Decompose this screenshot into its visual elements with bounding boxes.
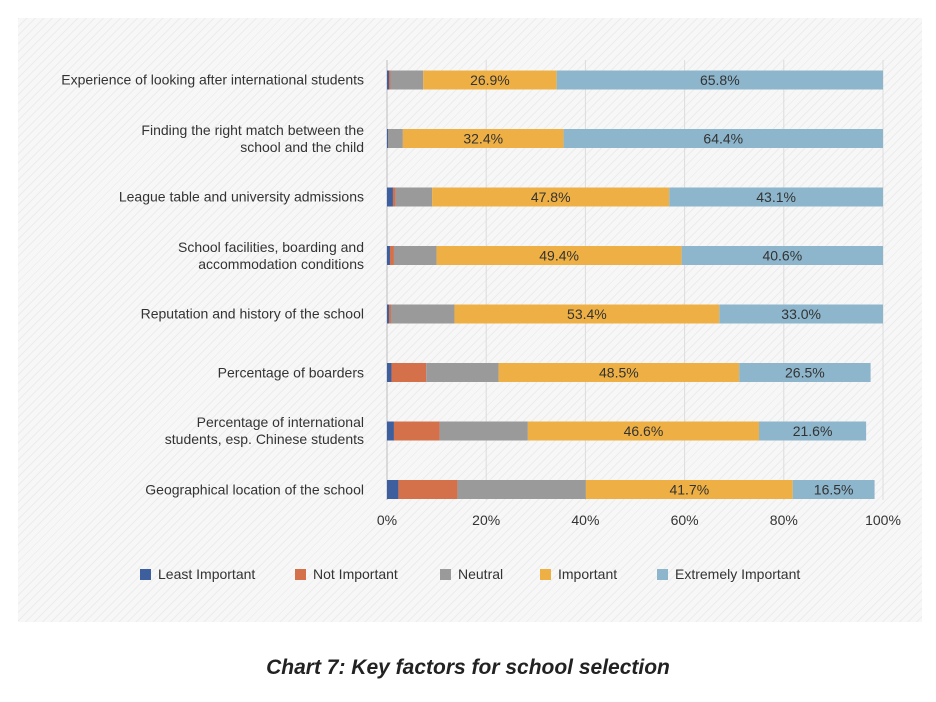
bar-segment xyxy=(498,363,740,382)
data-label: 26.9% xyxy=(470,72,510,88)
data-label: 43.1% xyxy=(756,189,796,205)
bar-segment xyxy=(390,304,455,324)
legend-item: Extremely Important xyxy=(657,566,800,582)
category-label-line: Experience of looking after internationa… xyxy=(61,71,364,88)
bar-segment xyxy=(719,304,883,324)
bar-segment xyxy=(387,421,394,441)
bar-segment xyxy=(387,246,390,265)
bar-segment xyxy=(556,70,883,90)
category-label-line: school and the child xyxy=(240,138,364,155)
legend-swatch xyxy=(140,568,151,580)
bar-segment xyxy=(387,187,393,207)
category-label: Finding the right match between the schoo… xyxy=(40,122,364,156)
x-tick-label: 20% xyxy=(472,512,500,528)
x-tick-label: 80% xyxy=(770,512,798,528)
bar-segment xyxy=(585,480,793,499)
data-label: 49.4% xyxy=(539,248,579,264)
bar-segment xyxy=(669,187,883,207)
legend-item: Neutral xyxy=(440,566,503,582)
bar-segment xyxy=(426,363,499,382)
legend-swatch xyxy=(657,568,668,580)
data-label: 47.8% xyxy=(531,189,571,205)
bar-segment xyxy=(454,304,720,324)
category-label-line: League table and university admissions xyxy=(118,188,364,205)
legend-label: Important xyxy=(558,566,618,582)
bar-segment xyxy=(390,70,424,90)
bar-segment xyxy=(527,421,759,441)
bar-segment xyxy=(457,480,586,499)
data-label: 32.4% xyxy=(463,131,503,147)
data-label: 48.5% xyxy=(599,365,639,381)
category-label: League table and university admissions xyxy=(40,189,364,206)
category-label: Geographical location of the school xyxy=(40,481,364,498)
data-label: 41.7% xyxy=(669,482,709,498)
x-tick-label: 0% xyxy=(377,512,397,528)
category-label: School facilities, boarding and accommoda… xyxy=(40,239,364,273)
bar-segment xyxy=(393,421,440,441)
legend-label: Extremely Important xyxy=(675,566,801,582)
bar-segment xyxy=(402,129,564,148)
bar-segment xyxy=(389,246,394,265)
bar-segment xyxy=(387,363,392,382)
category-label-line: accommodation conditions xyxy=(198,255,364,272)
chart-caption: Chart 7: Key factors for school selectio… xyxy=(266,656,670,679)
bar-segment xyxy=(439,421,528,441)
x-tick-label: 100% xyxy=(865,512,901,528)
data-label: 33.0% xyxy=(781,306,821,322)
category-label-line: Geographical location of the school xyxy=(145,481,364,497)
category-label-line: Reputation and history of the school xyxy=(140,305,364,322)
legend-item: Not Important xyxy=(295,566,398,582)
bar-segment xyxy=(387,129,403,148)
data-label: 53.4% xyxy=(567,306,607,322)
legend: Least Important Not Important Neutral Impor… xyxy=(0,566,936,588)
bar-segment xyxy=(423,70,557,90)
bar-segment xyxy=(393,246,437,265)
bar-segment xyxy=(387,304,389,324)
bar-segment xyxy=(436,246,682,265)
legend-label: Not Important xyxy=(313,566,398,582)
legend-item: Important xyxy=(540,566,617,582)
bar-segment xyxy=(388,304,391,324)
data-label: 26.5% xyxy=(785,365,825,381)
bar-segment xyxy=(387,129,388,148)
bar-segment xyxy=(391,363,427,382)
category-label-line: Percentage of international xyxy=(196,414,364,430)
x-tick-label: 60% xyxy=(671,512,699,528)
bar-segment xyxy=(387,480,399,499)
category-label-line: students, esp. Chinese students xyxy=(164,431,364,447)
legend-item: Least Important xyxy=(140,566,255,582)
category-label: Reputation and history of the school xyxy=(40,306,364,323)
bar-segment xyxy=(395,187,433,207)
bar-segment xyxy=(563,129,883,148)
legend-swatch xyxy=(440,568,451,580)
category-label-line: School facilities, boarding and xyxy=(177,238,364,255)
legend-swatch xyxy=(540,568,551,580)
legend-swatch xyxy=(295,568,306,580)
category-label: Experience of looking after internationa… xyxy=(40,72,364,89)
legend-label: Neutral xyxy=(458,566,504,582)
legend-label: Least Important xyxy=(158,566,256,582)
bar-segment xyxy=(739,363,871,382)
bar-segment xyxy=(681,246,883,265)
category-label-line: Finding the right match between the xyxy=(141,121,364,138)
category-label: Percentage of boarders xyxy=(40,364,364,381)
data-label: 40.6% xyxy=(762,248,802,264)
data-label: 64.4% xyxy=(703,131,743,147)
bar-segment xyxy=(398,480,458,499)
data-label: 16.5% xyxy=(814,482,854,498)
bar-segment xyxy=(759,421,867,441)
bar-segment xyxy=(387,70,389,90)
data-label: 21.6% xyxy=(793,423,833,439)
x-tick-label: 40% xyxy=(571,512,599,528)
data-label: 65.8% xyxy=(700,72,740,88)
bar-segment xyxy=(792,480,875,499)
category-label: Percentage of international students, esp… xyxy=(40,414,364,448)
category-label-line: Percentage of boarders xyxy=(217,364,364,380)
bar-segment xyxy=(392,187,396,207)
bar-segment xyxy=(388,70,391,90)
bar-segment xyxy=(432,187,670,207)
data-label: 46.6% xyxy=(624,423,664,439)
